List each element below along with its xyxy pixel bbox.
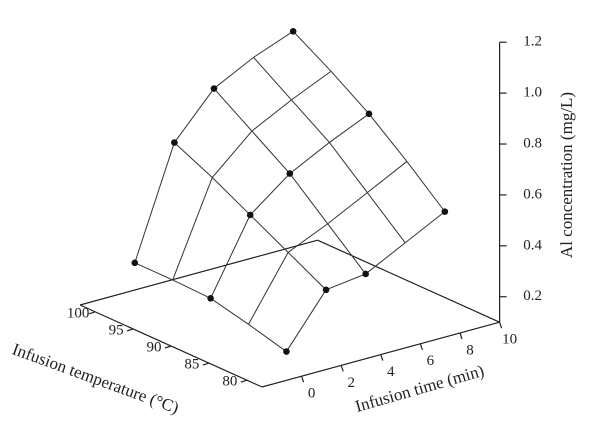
y-tick	[88, 311, 96, 315]
y-tick-label: 80	[222, 374, 237, 390]
z-axis-label: Al concentration (mg/L)	[557, 92, 576, 258]
surface-line	[172, 70, 332, 281]
y-tick	[240, 379, 248, 383]
y-tick-label: 100	[67, 305, 90, 321]
y-tick-label: 85	[184, 357, 199, 373]
surface-line	[286, 211, 446, 352]
data-point	[283, 348, 290, 355]
z-tick-label: 0.2	[523, 288, 542, 304]
floor-edge	[317, 239, 500, 323]
x-tick	[301, 376, 305, 383]
x-tick-label: 8	[466, 342, 474, 358]
x-axis-label: Infusion time (min)	[353, 361, 486, 416]
y-tick-label: 90	[147, 339, 162, 355]
floor-edge	[79, 239, 318, 306]
x-tick	[419, 343, 423, 350]
surface-line	[134, 262, 287, 352]
y-tick	[164, 345, 172, 349]
data-point	[322, 286, 330, 294]
surface-line	[210, 113, 370, 299]
data-point	[441, 208, 449, 215]
data-point	[289, 27, 297, 35]
data-point	[365, 110, 373, 118]
data-point	[207, 294, 214, 302]
data-point	[210, 85, 218, 92]
z-tick-label: 0.4	[523, 237, 542, 253]
data-point	[131, 259, 139, 267]
surface-line	[253, 57, 406, 244]
surface-line	[248, 161, 408, 325]
x-tick	[380, 354, 384, 361]
data-point	[286, 170, 294, 177]
surface-line	[134, 30, 294, 264]
x-tick	[459, 332, 463, 340]
x-tick	[499, 322, 503, 329]
y-tick	[202, 362, 210, 366]
surface-line	[292, 30, 446, 212]
data-point	[362, 270, 369, 278]
surface-line	[213, 88, 367, 275]
z-tick-label: 0.8	[523, 135, 542, 151]
data-point	[171, 139, 178, 146]
x-tick-label: 6	[427, 353, 435, 369]
y-tick-label: 95	[109, 322, 124, 338]
z-tick-label: 1.2	[523, 34, 542, 50]
x-tick-label: 4	[387, 364, 395, 380]
data-point	[246, 211, 254, 219]
x-tick	[340, 365, 344, 372]
x-tick-label: 0	[308, 386, 316, 402]
z-tick-label: 1.0	[523, 85, 542, 101]
z-tick-label: 0.6	[523, 186, 542, 202]
x-tick-label: 2	[347, 375, 355, 391]
y-tick	[126, 328, 134, 332]
x-tick-label: 10	[502, 332, 517, 348]
